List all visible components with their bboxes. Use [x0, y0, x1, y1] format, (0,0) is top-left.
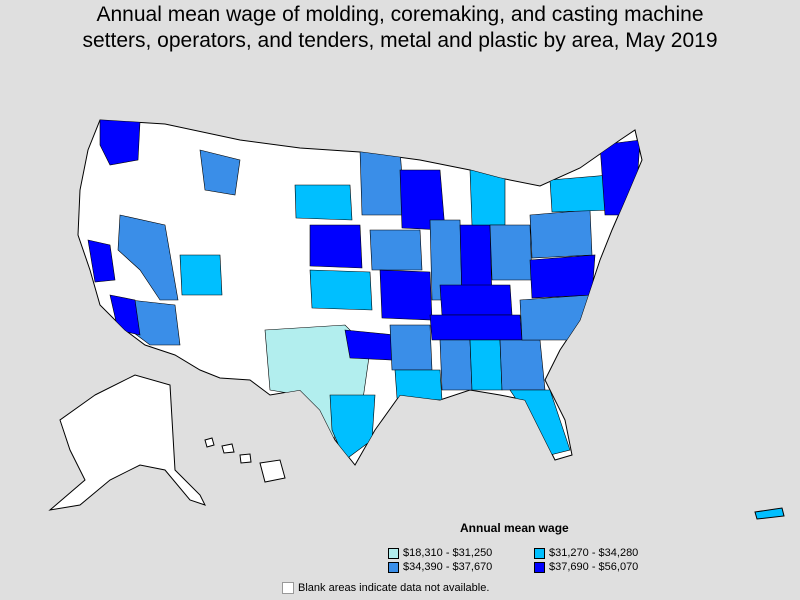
legend-swatch-3 — [388, 561, 399, 573]
region-carolinas — [519, 294, 591, 341]
region-kentucky — [439, 284, 513, 316]
legend-item-2: $31,270 - $34,280 — [534, 547, 638, 559]
legend-item-1: $18,310 - $31,250 — [388, 547, 492, 559]
region-nebraska — [309, 224, 363, 269]
region-florida — [509, 389, 571, 456]
blank-swatch — [282, 582, 294, 594]
legend-swatch-2 — [534, 547, 545, 559]
region-new-england — [599, 139, 641, 216]
region-alabama — [469, 339, 503, 391]
map-title: Annual mean wage of molding, coremaking,… — [0, 2, 800, 54]
area-regions — [87, 120, 641, 461]
region-colorado-east — [179, 254, 223, 296]
alaska — [48, 374, 206, 511]
region-mississippi — [439, 339, 473, 391]
hawaii — [204, 437, 286, 483]
blank-areas-text: Blank areas indicate data not available. — [298, 582, 490, 594]
legend-item-3: $34,390 - $37,670 — [388, 561, 492, 573]
region-michigan — [469, 169, 506, 226]
region-virginia — [529, 254, 596, 299]
region-kansas — [309, 269, 373, 311]
region-minnesota — [359, 149, 406, 216]
map-title-line-2: setters, operators, and tenders, metal a… — [82, 29, 718, 52]
region-dakota — [294, 184, 353, 221]
region-tennessee — [429, 314, 523, 341]
region-texas-gulf — [329, 394, 376, 461]
region-nevada — [117, 214, 179, 301]
legend-label-1: $18,310 - $31,250 — [403, 547, 493, 559]
region-oklahoma — [344, 329, 396, 361]
legend-label-3: $34,390 - $37,670 — [403, 561, 493, 573]
region-georgia — [499, 339, 546, 391]
map-title-line-1: Annual mean wage of molding, coremaking,… — [96, 3, 704, 26]
region-arkansas — [389, 324, 433, 371]
region-pennsylvania — [529, 209, 593, 259]
region-california-bay — [87, 239, 116, 283]
legend-item-4: $37,690 - $56,070 — [534, 561, 638, 573]
puerto-rico — [754, 507, 785, 520]
region-ohio — [489, 224, 533, 281]
legend-swatch-1 — [388, 547, 399, 559]
region-oregon-east — [199, 149, 241, 196]
legend-title: Annual mean wage — [460, 521, 569, 535]
region-missouri — [379, 269, 433, 321]
region-iowa — [369, 229, 423, 271]
blank-areas-note: Blank areas indicate data not available. — [282, 582, 489, 594]
legend-label-2: $31,270 - $34,280 — [549, 547, 639, 559]
legend-swatch-4 — [534, 561, 545, 573]
legend-label-4: $37,690 - $56,070 — [549, 561, 639, 573]
